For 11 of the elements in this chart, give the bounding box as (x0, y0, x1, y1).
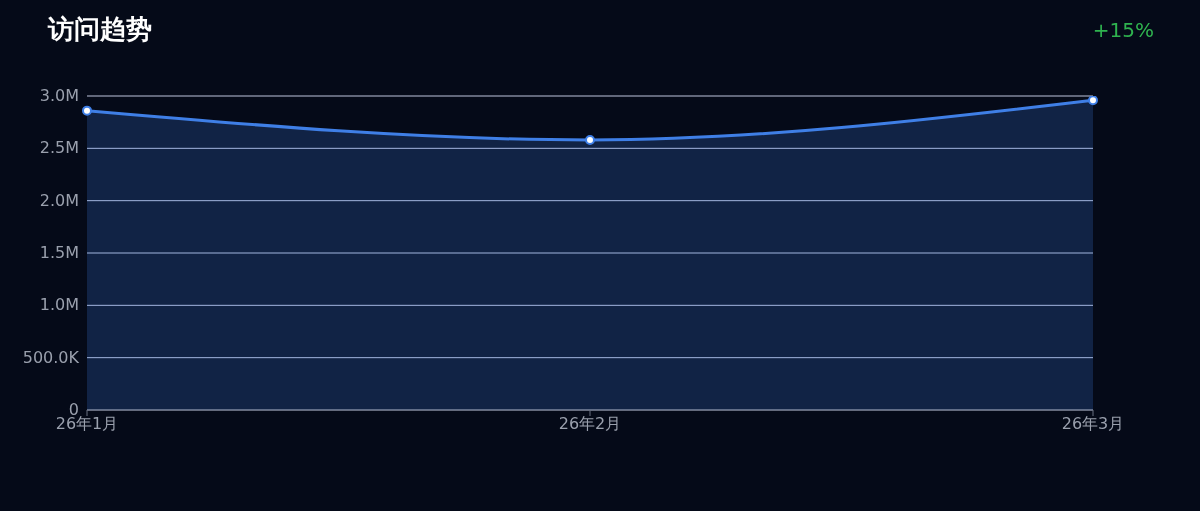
x-tick-label: 26年2月 (558, 414, 622, 434)
chart-title: 访问趋势 (48, 13, 152, 46)
text: +15% (1092, 18, 1154, 42)
y-tick-label: 1.0M (39, 295, 79, 315)
y-tick-label: 2.5M (39, 138, 79, 158)
x-tick-label: 26年1月 (55, 414, 119, 434)
y-tick-label: 2.0M (39, 190, 79, 210)
y-tick-label: 1.5M (39, 243, 79, 262)
y-tick-label: 3.0M (39, 86, 79, 105)
x-tick-label: 26年3月 (1061, 414, 1125, 434)
y-tick-label: 500.0K (22, 347, 80, 367)
